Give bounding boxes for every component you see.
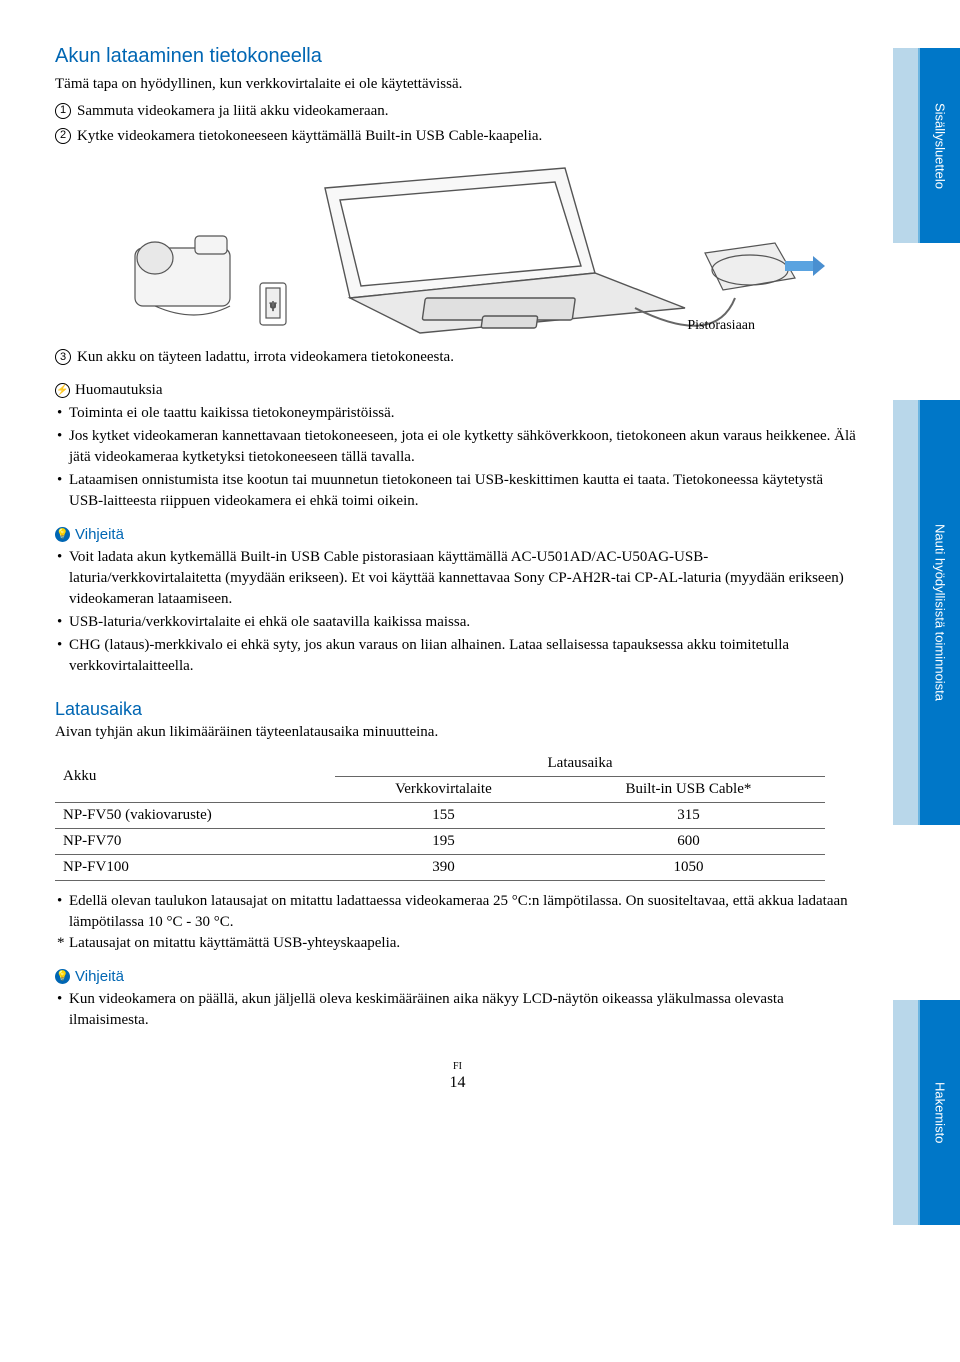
step-text: Kun akku on täyteen ladattu, irrota vide… <box>77 346 454 369</box>
page-heading: Akun lataaminen tietokoneella <box>55 45 860 68</box>
list-item: CHG (lataus)-merkkivalo ei ehkä syty, jo… <box>55 635 860 677</box>
step-3: 3 Kun akku on täyteen ladattu, irrota vi… <box>55 346 860 369</box>
tab-shadow <box>893 400 918 825</box>
table-row: NP-FV50 (vakiovaruste) 155 315 <box>55 802 825 828</box>
tips-list-2: Kun videokamera on päällä, akun jäljellä… <box>55 989 860 1031</box>
table-header-usb: Built-in USB Cable* <box>552 776 825 802</box>
table-header-akku: Akku <box>55 751 335 803</box>
table-cell: NP-FV100 <box>55 854 335 880</box>
table-cell: 1050 <box>552 854 825 880</box>
illustration-svg: ψ <box>95 158 825 338</box>
tips-list: Voit ladata akun kytkemällä Built-in USB… <box>55 547 860 677</box>
step-number-icon: 3 <box>55 349 71 365</box>
table-cell: 155 <box>335 802 552 828</box>
tab-index[interactable]: Hakemisto <box>918 1000 960 1225</box>
table-cell: NP-FV70 <box>55 828 335 854</box>
tips-header-2: 💡 Vihjeitä <box>55 968 860 985</box>
notes-header: ⚡ Huomautuksia <box>55 382 860 399</box>
page-content: Akun lataaminen tietokoneella Tämä tapa … <box>0 0 870 1132</box>
table-row: NP-FV100 390 1050 <box>55 854 825 880</box>
table-row: NP-FV70 195 600 <box>55 828 825 854</box>
list-item: Lataamisen onnistumista itse kootun tai … <box>55 470 860 512</box>
tab-toc[interactable]: Sisällysluettelo <box>918 48 960 243</box>
tips-icon: 💡 <box>55 969 70 984</box>
footnote-star: Latausajat on mitattu käyttämättä USB-yh… <box>55 933 860 954</box>
list-item: Jos kytket videokameran kannettavaan tie… <box>55 426 860 468</box>
table-footnotes: Edellä olevan taulukon latausajat on mit… <box>55 891 860 954</box>
tips-icon: 💡 <box>55 527 70 542</box>
step-text: Sammuta videokamera ja liitä akku videok… <box>77 100 389 123</box>
page-number: 14 <box>55 1073 860 1092</box>
table-cell: 600 <box>552 828 825 854</box>
connection-illustration: ψ Pistorasiaan <box>95 158 825 338</box>
notes-list: Toiminta ei ole taattu kaikissa tietokon… <box>55 403 860 512</box>
charging-intro: Aivan tyhjän akun likimääräinen täyteenl… <box>55 724 860 741</box>
step-number-icon: 1 <box>55 103 71 119</box>
table-header-latausaika: Latausaika <box>335 751 825 777</box>
tab-features[interactable]: Nauti hyödyllisistä toiminnoista <box>918 400 960 825</box>
step-number-icon: 2 <box>55 128 71 144</box>
notes-header-text: Huomautuksia <box>75 382 163 399</box>
footnote-bullet: Edellä olevan taulukon latausajat on mit… <box>55 891 860 933</box>
page-footer: FI 14 <box>55 1061 860 1092</box>
page-lang: FI <box>55 1061 860 1073</box>
tab-shadow <box>893 48 918 243</box>
table-cell: 315 <box>552 802 825 828</box>
list-item: USB-laturia/verkkovirtalaite ei ehkä ole… <box>55 612 860 633</box>
step-text: Kytke videokamera tietokoneeseen käyttäm… <box>77 125 542 148</box>
step-1: 1 Sammuta videokamera ja liitä akku vide… <box>55 100 860 123</box>
svg-text:ψ: ψ <box>270 300 277 311</box>
table-cell: 390 <box>335 854 552 880</box>
charging-section-title: Latausaika <box>55 699 860 720</box>
table-header-verkko: Verkkovirtalaite <box>335 776 552 802</box>
step-2: 2 Kytke videokamera tietokoneeseen käytt… <box>55 125 860 148</box>
table-cell: 195 <box>335 828 552 854</box>
tips-header-text: Vihjeitä <box>75 526 124 543</box>
list-item: Toiminta ei ole taattu kaikissa tietokon… <box>55 403 860 424</box>
list-item: Voit ladata akun kytkemällä Built-in USB… <box>55 547 860 610</box>
tips-header-text: Vihjeitä <box>75 968 124 985</box>
table-cell: NP-FV50 (vakiovaruste) <box>55 802 335 828</box>
tips-header: 💡 Vihjeitä <box>55 526 860 543</box>
intro-text: Tämä tapa on hyödyllinen, kun verkkovirt… <box>55 74 860 96</box>
note-icon: ⚡ <box>55 383 70 398</box>
list-item: Kun videokamera on päällä, akun jäljellä… <box>55 989 860 1031</box>
tab-shadow <box>893 1000 918 1225</box>
illustration-caption: Pistorasiaan <box>687 318 755 334</box>
charging-table: Akku Latausaika Verkkovirtalaite Built-i… <box>55 751 825 881</box>
